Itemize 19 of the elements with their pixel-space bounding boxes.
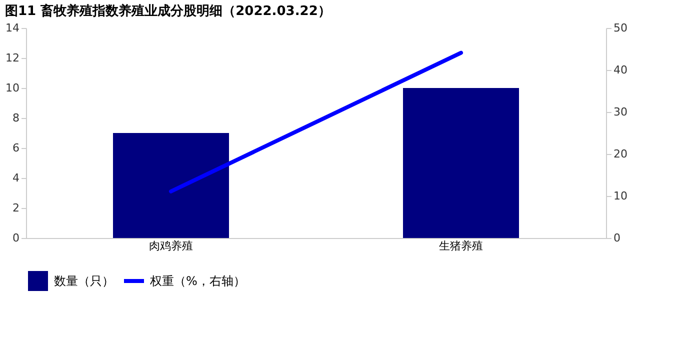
y-tick-label: 14	[6, 22, 20, 34]
y2-tick-label: 0	[614, 232, 620, 244]
y2-tick-label: 10	[614, 190, 628, 202]
y-tick-label: 12	[6, 52, 20, 64]
y-tick-label: 4	[12, 172, 20, 184]
x-tick-label: 生猪养殖	[439, 240, 483, 252]
legend-label: 数量（只）	[54, 274, 114, 288]
y2-tick-label: 40	[614, 64, 628, 76]
chart-title: 图11 畜牧养殖指数养殖业成分股明细（2022.03.22）	[5, 3, 331, 19]
y-tick-label: 2	[12, 202, 20, 214]
y-tick-label: 0	[12, 232, 20, 244]
y-tick-label: 10	[6, 82, 20, 94]
y2-tick-label: 20	[614, 148, 628, 160]
y-tick-label: 8	[12, 112, 20, 124]
x-tick-label: 肉鸡养殖	[149, 240, 193, 252]
legend-label: 权重（%，右轴）	[149, 274, 246, 288]
y2-tick-label: 30	[614, 106, 628, 118]
y-tick-label: 6	[12, 142, 20, 154]
y2-tick-label: 50	[614, 22, 628, 34]
